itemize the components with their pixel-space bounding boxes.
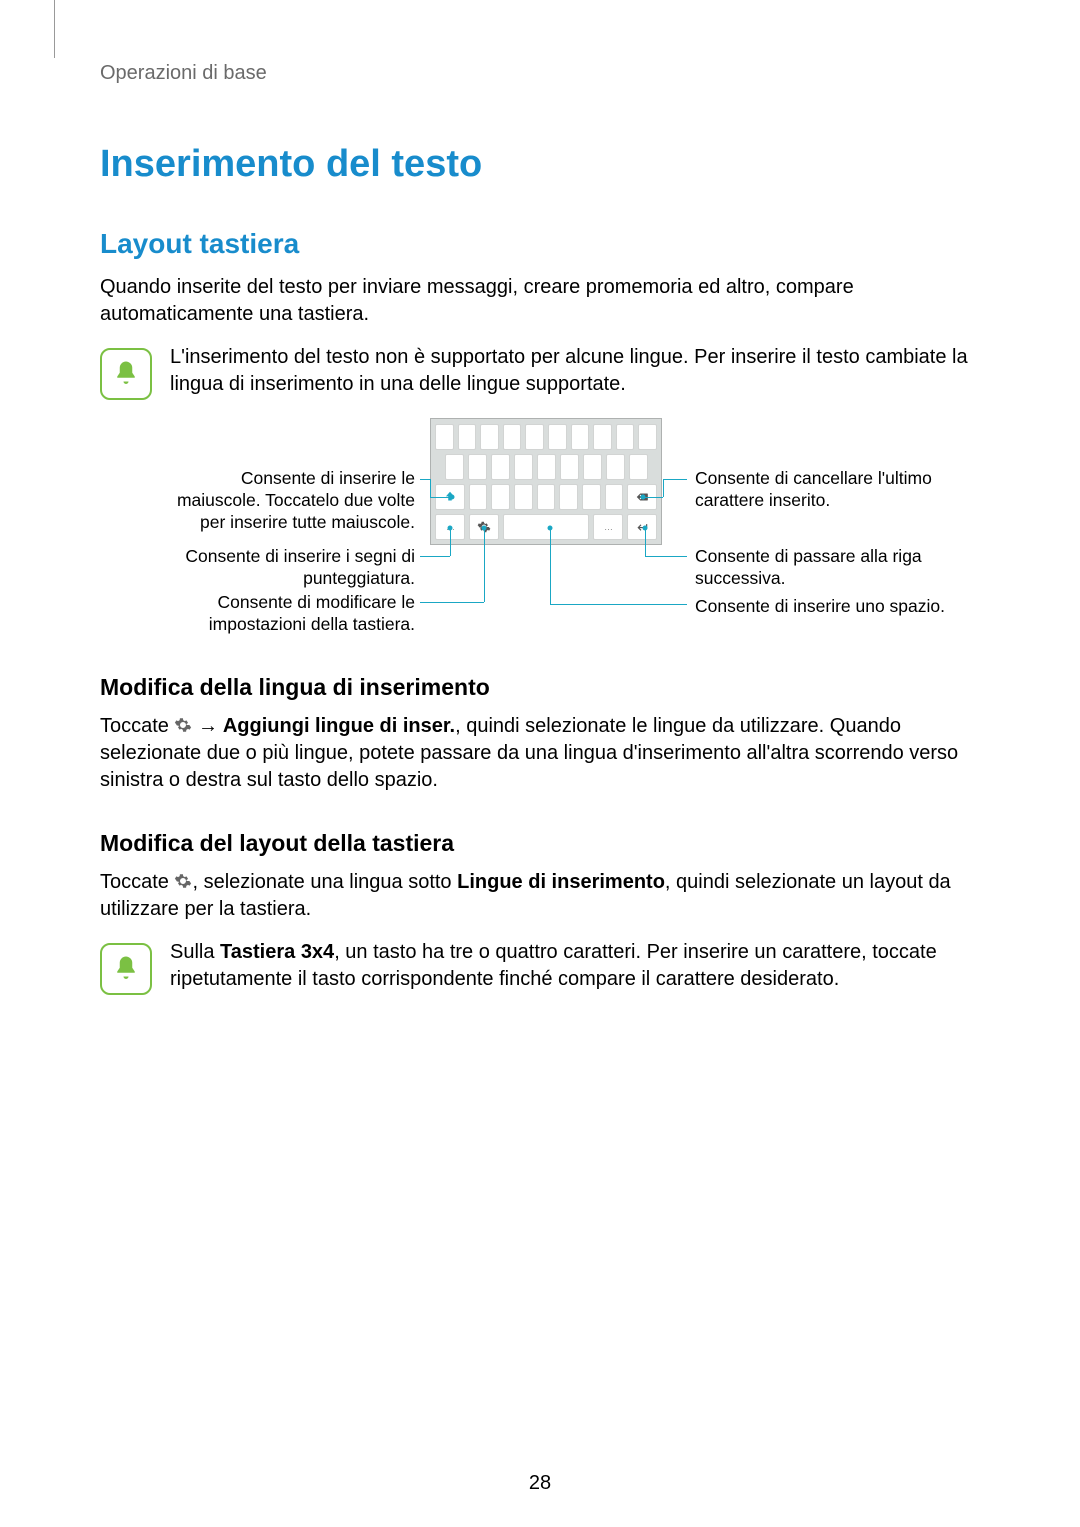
ann-left-3: Consente di modificare le impostazioni d…	[165, 592, 415, 636]
gear-icon	[174, 871, 192, 889]
text: , selezionate una lingua sotto	[192, 871, 457, 893]
page-title: Inserimento del testo	[100, 143, 1000, 186]
leader	[550, 528, 551, 604]
key	[435, 424, 454, 450]
note-block-1: L'inserimento del testo non è supportato…	[100, 344, 1000, 400]
leader	[420, 479, 430, 480]
key	[583, 454, 602, 480]
leader	[420, 602, 484, 603]
section3-body: Toccate , selezionate una lingua sotto L…	[100, 869, 1000, 923]
leader	[420, 556, 450, 557]
key	[593, 424, 612, 450]
leader-dot	[448, 526, 453, 531]
keyboard: … …	[430, 418, 662, 545]
leader	[645, 528, 646, 556]
key	[560, 454, 579, 480]
text: Sulla	[170, 941, 220, 963]
key	[468, 454, 487, 480]
section1-intro: Quando inserite del testo per inviare me…	[100, 274, 1000, 328]
section2-heading: Modifica della lingua di inserimento	[100, 674, 1000, 701]
leader-dot	[548, 526, 553, 531]
breadcrumb: Operazioni di base	[100, 62, 1000, 85]
key	[458, 424, 477, 450]
key	[525, 424, 544, 450]
page: Operazioni di base Inserimento del testo…	[0, 0, 1080, 995]
ann-right-3: Consente di inserire uno spazio.	[695, 596, 945, 618]
key	[582, 484, 601, 510]
keyboard-diagram: … … Consente di inserire le maiuscole. T…	[100, 418, 1000, 638]
ann-left-1: Consente di inserire le maiuscole. Tocca…	[165, 468, 415, 534]
text-bold: Lingue di inserimento	[457, 871, 665, 893]
key	[480, 424, 499, 450]
key	[537, 484, 556, 510]
key	[503, 424, 522, 450]
bell-icon	[100, 348, 152, 400]
text: Toccate	[100, 871, 174, 893]
leader-dot	[643, 526, 648, 531]
ann-left-2: Consente di inserire i segni di punteggi…	[165, 546, 415, 590]
text-bold: → Aggiungi lingue di inser.	[192, 715, 455, 737]
key	[469, 484, 488, 510]
key	[605, 484, 624, 510]
ellipsis-icon: …	[604, 522, 612, 532]
leader	[430, 479, 431, 497]
gear-icon	[174, 715, 192, 733]
note2-text: Sulla Tastiera 3x4, un tasto ha tre o qu…	[170, 939, 1000, 993]
key	[514, 484, 533, 510]
note-block-2: Sulla Tastiera 3x4, un tasto ha tre o qu…	[100, 939, 1000, 995]
key	[629, 454, 648, 480]
bell-icon	[100, 943, 152, 995]
leader	[484, 528, 485, 602]
punct-key: …	[593, 514, 623, 540]
page-number: 28	[0, 1472, 1080, 1495]
leader	[663, 479, 687, 480]
key	[537, 454, 556, 480]
ann-right-2: Consente di passare alla riga successiva…	[695, 546, 945, 590]
key	[548, 424, 567, 450]
leader-dot	[641, 495, 646, 500]
section2-body: Toccate → Aggiungi lingue di inser., qui…	[100, 713, 1000, 794]
kbd-row	[435, 424, 657, 450]
leader-dot	[482, 526, 487, 531]
leader	[450, 528, 451, 556]
leader	[550, 604, 687, 605]
key	[491, 484, 510, 510]
ann-right-1: Consente di cancellare l'ultimo caratter…	[695, 468, 945, 512]
section-heading-layout: Layout tastiera	[100, 228, 1000, 260]
key	[616, 424, 635, 450]
leader-dot	[450, 495, 455, 500]
key	[571, 424, 590, 450]
key	[445, 454, 464, 480]
section3-heading: Modifica del layout della tastiera	[100, 830, 1000, 857]
key	[606, 454, 625, 480]
key	[491, 454, 510, 480]
leader	[645, 556, 687, 557]
key	[559, 484, 578, 510]
text-bold: Tastiera 3x4	[220, 941, 334, 963]
key	[638, 424, 657, 450]
kbd-row: … …	[435, 514, 657, 540]
kbd-row	[435, 484, 657, 510]
kbd-row	[435, 454, 657, 480]
text: Toccate	[100, 715, 174, 737]
leader	[663, 479, 664, 497]
key	[514, 454, 533, 480]
note1-text: L'inserimento del testo non è supportato…	[170, 344, 1000, 398]
leader	[643, 497, 663, 498]
space-key	[503, 514, 589, 540]
